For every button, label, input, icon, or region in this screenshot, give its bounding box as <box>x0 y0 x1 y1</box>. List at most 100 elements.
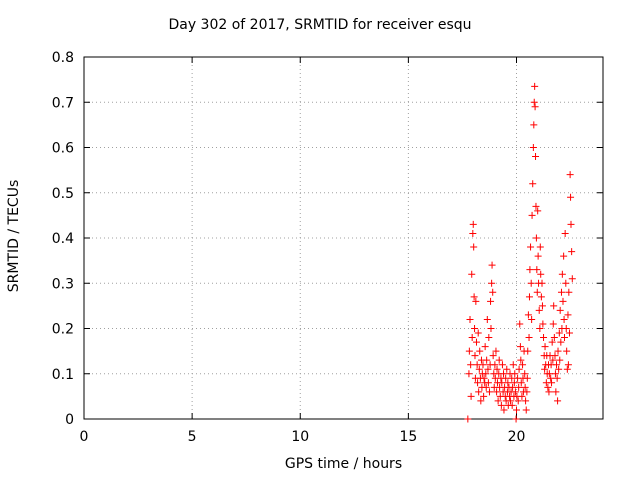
data-point <box>516 320 524 328</box>
data-point <box>564 361 572 369</box>
data-point <box>480 374 488 382</box>
data-point <box>567 220 575 228</box>
data-point <box>525 334 533 342</box>
data-point <box>488 261 496 269</box>
data-point <box>562 279 570 287</box>
data-point <box>497 401 505 409</box>
data-point <box>534 207 542 215</box>
data-point <box>469 229 477 237</box>
data-point <box>538 302 546 310</box>
x-axis-label: GPS time / hours <box>284 456 403 472</box>
data-point <box>479 361 487 369</box>
data-point <box>556 356 564 364</box>
data-point <box>544 383 552 391</box>
data-point <box>481 343 489 351</box>
data-point <box>521 383 529 391</box>
data-point <box>532 153 540 161</box>
data-point <box>472 338 480 346</box>
data-point <box>484 379 492 387</box>
data-point <box>523 388 531 396</box>
data-point <box>511 388 519 396</box>
data-point <box>468 270 476 278</box>
data-point <box>568 275 576 283</box>
data-point <box>489 288 497 296</box>
data-point <box>466 315 474 323</box>
data-point <box>552 388 560 396</box>
data-point <box>534 252 542 260</box>
data-point <box>529 144 537 151</box>
data-point <box>557 338 565 346</box>
data-point <box>556 306 564 314</box>
data-point <box>530 98 538 106</box>
data-point <box>554 347 562 355</box>
data-point <box>548 379 556 387</box>
data-point <box>530 121 538 129</box>
data-point <box>504 379 512 387</box>
data-point <box>524 347 532 355</box>
data-point <box>551 370 559 378</box>
data-point <box>536 325 544 332</box>
data-point <box>471 325 479 332</box>
data-point <box>532 202 540 210</box>
data-point <box>568 248 576 256</box>
data-point <box>508 401 516 409</box>
data-point <box>555 365 563 373</box>
data-point <box>528 211 536 219</box>
data-point <box>538 279 546 287</box>
data-point <box>506 397 514 405</box>
chart-title: Day 302 of 2017, SRMTID for receiver esq… <box>168 17 472 33</box>
data-point <box>518 392 526 400</box>
x-tick-label: 5 <box>188 429 197 445</box>
data-point <box>535 306 543 314</box>
data-point <box>474 329 482 337</box>
data-point <box>541 365 549 373</box>
data-point <box>540 334 548 342</box>
data-point <box>558 270 566 278</box>
y-tick-label: 0 <box>65 412 74 428</box>
data-point <box>531 103 539 111</box>
data-point <box>539 320 547 328</box>
data-point <box>500 406 508 414</box>
data-point <box>475 388 483 396</box>
data-point <box>511 370 519 378</box>
data-point <box>508 374 516 382</box>
data-point <box>475 365 483 373</box>
data-point <box>553 374 561 382</box>
data-point <box>517 356 525 364</box>
data-point <box>529 180 537 188</box>
y-tick-label: 0.5 <box>52 186 74 202</box>
data-point <box>545 388 553 396</box>
data-point <box>523 374 531 382</box>
data-point <box>537 270 545 278</box>
x-tick-label: 15 <box>399 429 417 445</box>
data-point <box>480 392 488 400</box>
data-point <box>564 311 572 319</box>
x-tick-label: 0 <box>80 429 89 445</box>
data-point <box>560 315 568 323</box>
data-point <box>482 383 490 391</box>
data-point <box>510 379 518 387</box>
data-point <box>536 243 544 251</box>
data-point <box>476 347 484 355</box>
data-point <box>555 329 563 337</box>
data-point <box>519 361 527 369</box>
data-point <box>545 370 553 378</box>
data-point <box>549 320 557 328</box>
data-point <box>532 234 540 242</box>
data-point <box>494 397 502 405</box>
data-point <box>472 297 480 305</box>
data-point <box>509 361 517 369</box>
data-point <box>514 397 522 405</box>
y-tick-label: 0.3 <box>52 276 74 292</box>
data-point <box>487 297 495 305</box>
data-point <box>533 288 541 296</box>
data-point <box>465 370 473 378</box>
data-point <box>498 379 506 387</box>
data-point <box>522 397 530 405</box>
data-point <box>567 193 575 201</box>
data-point <box>551 352 559 360</box>
data-point <box>513 406 520 414</box>
data-point <box>483 356 491 364</box>
data-point <box>516 343 524 351</box>
data-point <box>465 347 473 355</box>
